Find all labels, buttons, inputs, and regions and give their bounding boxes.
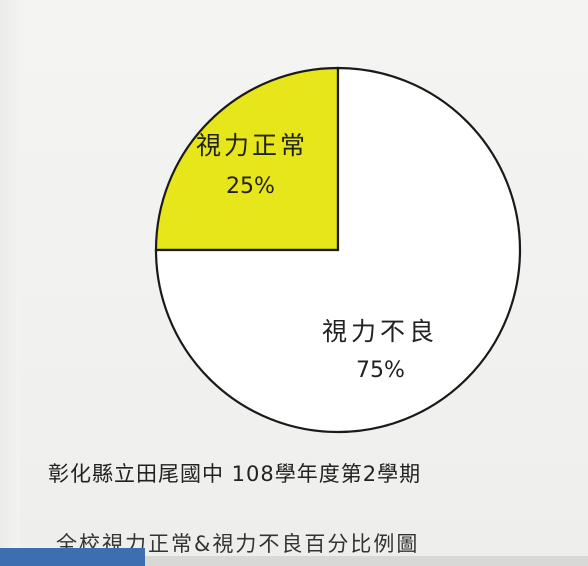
chart-caption-line1: 彰化縣立田尾國中 108學年度第2學期 (48, 462, 422, 486)
photo-edge-blue-strip (0, 548, 145, 566)
photo-edge-gray-strip (145, 556, 588, 566)
pie-slices (154, 66, 522, 434)
pie-slice-normal (154, 66, 340, 252)
slice-value-normal: 25% (226, 174, 275, 199)
slice-value-poor: 75% (356, 358, 405, 383)
pie-slice-poor (154, 66, 522, 434)
slice-label-normal: 視力正常 (196, 131, 309, 160)
slice-label-poor: 視力不良 (322, 317, 439, 346)
paper-edge (0, 0, 20, 566)
